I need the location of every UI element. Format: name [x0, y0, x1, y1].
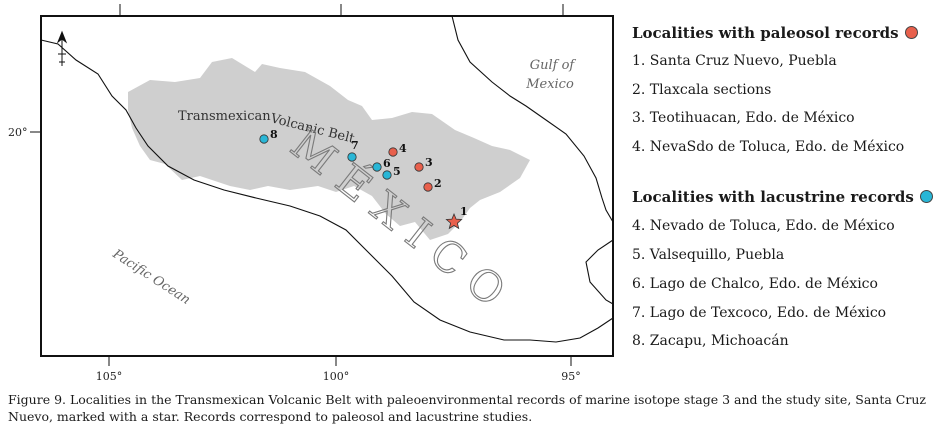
north-arrow	[56, 30, 68, 66]
map: Transmexican Volcanic Belt Gulf of Mexic…	[8, 4, 614, 383]
paleosol-dot-icon	[904, 26, 918, 39]
site-marker-8	[259, 134, 269, 144]
legend-lacustrine-item-5: 8. Zacapu, Michoacán	[632, 333, 789, 349]
legend-lacustrine-heading: Localities with lacustrine records	[632, 188, 933, 206]
legend-paleosol-item-2: 2. Tlaxcala sections	[632, 82, 772, 98]
legend-lacustrine-title: Localities with lacustrine records	[632, 188, 914, 206]
legend-lacustrine-item-1: 4. Nevado de Toluca, Edo. de México	[632, 218, 895, 234]
volcanic-belt-region	[128, 58, 530, 240]
study-site-star-icon	[445, 212, 463, 230]
site-marker-3	[414, 162, 424, 172]
site-number-4: 4	[399, 142, 407, 155]
figure-caption: Figure 9. Localities in the Transmexican…	[8, 392, 926, 424]
site-number-2: 2	[434, 177, 442, 190]
legend-paleosol-item-1: 1. Santa Cruz Nuevo, Puebla	[632, 53, 837, 69]
lon-label-95: 95°	[561, 370, 581, 383]
lat-label: 20°	[8, 126, 28, 139]
site-number-3: 3	[425, 156, 433, 169]
legend-paleosol-title: Localities with paleosol records	[632, 24, 899, 42]
site-number-6: 6	[383, 157, 391, 170]
lon-label-105: 105°	[96, 370, 123, 383]
site-number-7: 7	[351, 139, 359, 152]
site-number-1: 1	[460, 205, 468, 218]
gulf-label-line1: Gulf of	[530, 58, 577, 73]
site-number-5: 5	[393, 165, 401, 178]
site-marker-2	[423, 182, 433, 192]
legend-paleosol-heading: Localities with paleosol records	[632, 24, 918, 42]
legend-lacustrine-item-2: 5. Valsequillo, Puebla	[632, 247, 785, 263]
gulf-label-line2: Mexico	[525, 77, 574, 92]
site-marker-6	[372, 162, 382, 172]
legend-lacustrine-item-3: 6. Lago de Chalco, Edo. de México	[632, 276, 878, 292]
coastline	[40, 15, 614, 343]
lacustrine-dot-icon	[919, 190, 933, 203]
legend-lacustrine-item-4: 7. Lago de Texcoco, Edo. de México	[632, 305, 887, 321]
site-marker-7	[347, 152, 357, 162]
legend-paleosol-item-4: 4. NevaSdo de Toluca, Edo. de México	[632, 139, 905, 155]
site-marker-5	[382, 170, 392, 180]
site-number-8: 8	[270, 128, 278, 141]
site-marker-4	[388, 147, 398, 157]
graticule-ticks	[30, 4, 572, 366]
region-label-line1: Transmexican	[178, 109, 271, 124]
lon-label-100: 100°	[323, 370, 350, 383]
legend-paleosol-item-3: 3. Teotihuacan, Edo. de México	[632, 110, 855, 126]
